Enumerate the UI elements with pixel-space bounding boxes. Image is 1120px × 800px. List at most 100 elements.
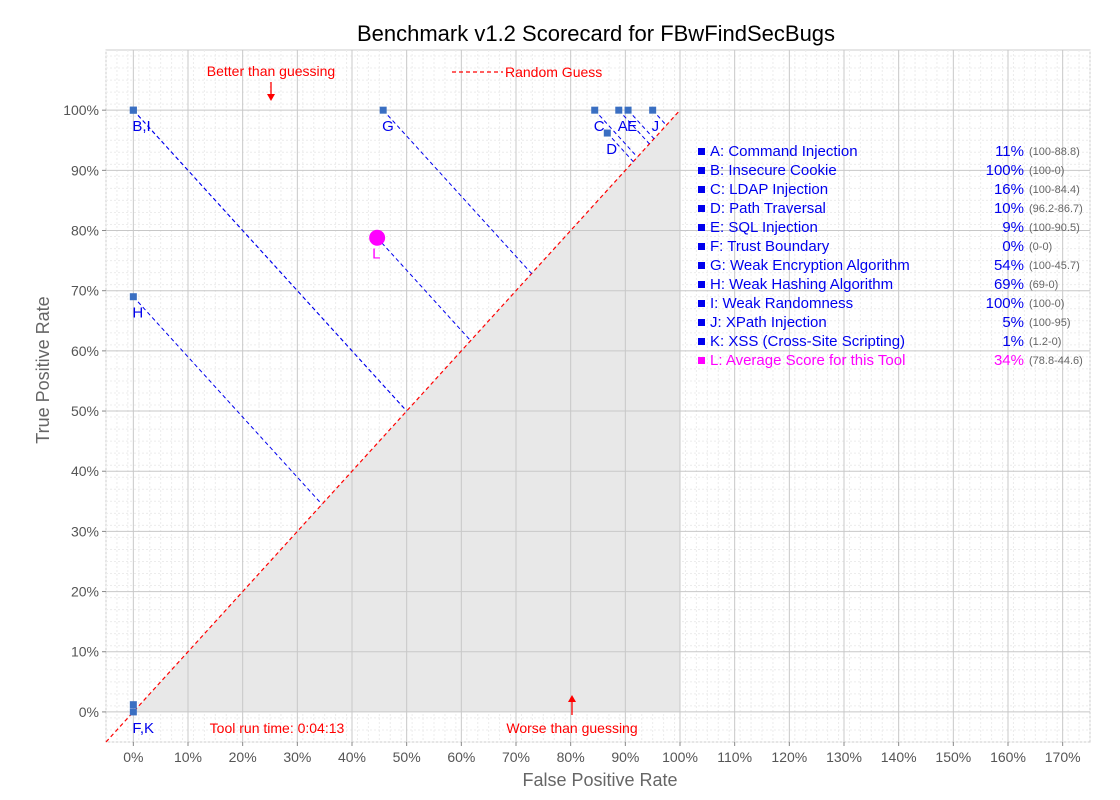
legend-label: J: XPath Injection [710,314,827,331]
legend-score: 9% [1002,219,1024,236]
point-label: G [382,118,394,135]
legend-label: F: Trust Boundary [710,238,830,255]
legend-entry: F: Trust Boundary 0% (0-0) [698,237,1118,256]
chart-title: Benchmark v1.2 Scorecard for FBwFindSecB… [357,21,835,46]
y-tick-label: 70% [71,283,99,299]
legend-entry: E: SQL Injection 9% (100-90.5) [698,218,1118,237]
legend-entry: G: Weak Encryption Algorithm 54% (100-45.7… [698,256,1118,275]
legend-range: (100-84.4) [1029,184,1080,196]
legend-range: (100-95) [1029,317,1071,329]
legend-marker-icon [698,205,705,212]
point-a [615,106,623,114]
y-tick-label: 80% [71,223,99,239]
legend-marker-icon [698,186,705,193]
legend-marker-icon [698,319,705,326]
connector-h [132,296,323,505]
connector-a [618,109,650,145]
legend-entry: K: XSS (Cross-Site Scripting) 1% (1.2-0) [698,332,1118,351]
point-g [379,106,387,114]
point-label: E [627,118,637,135]
legend-score: 54% [993,257,1024,274]
legend-label: H: Weak Hashing Algorithm [710,276,894,293]
point-label: J [652,118,660,135]
better-than-guessing-label: Better than guessing [207,63,335,79]
legend-label: I: Weak Randomness [710,295,854,312]
y-tick-label: 40% [71,463,99,479]
point-label: B,I [132,118,150,135]
x-axis-title: False Positive Rate [522,770,677,790]
average-point-label: L [372,246,380,263]
legend-score: 0% [1002,238,1024,255]
legend-label: E: SQL Injection [710,219,818,236]
connector-c [594,109,638,158]
legend-entry: J: XPath Injection 5% (100-95) [698,313,1118,332]
legend-range: (100-0) [1029,165,1065,177]
point-c [591,106,599,114]
random-guess-legend-label: Random Guess [505,64,602,80]
legend-range: (78.8-44.6) [1029,355,1083,367]
x-tick-label: 30% [283,749,311,765]
x-tick-label: 20% [229,749,257,765]
legend-marker-icon [698,281,705,288]
x-tick-label: 90% [611,749,639,765]
legend-marker-icon [698,224,705,231]
point-label: D [606,141,617,158]
legend-score: 11% [995,143,1024,160]
legend-marker-icon [698,243,705,250]
legend-marker-icon [698,167,705,174]
y-tick-label: 20% [71,584,99,600]
legend-entry: B: Insecure Cookie 100% (100-0) [698,161,1118,180]
legend-marker-icon [698,357,705,364]
x-tick-label: 0% [123,749,143,765]
legend-range: (100-45.7) [1029,260,1080,272]
legend-score: 100% [985,295,1024,312]
point-label: F,K [132,720,154,737]
legend-score: 69% [993,276,1024,293]
legend-range: (69-0) [1029,279,1059,291]
y-tick-label: 60% [71,343,99,359]
point-label: A [618,118,628,135]
major-grid [106,50,1090,742]
x-tick-label: 70% [502,749,530,765]
legend-score: 16% [993,181,1024,198]
legend-label: K: XSS (Cross-Site Scripting) [710,333,906,350]
legend-marker-icon [698,338,705,345]
y-tick-label: 50% [71,403,99,419]
point-d [603,129,611,137]
legend-marker-icon [698,262,705,269]
x-tick-label: 170% [1045,749,1081,765]
legend-range: (0-0) [1029,241,1053,253]
legend-range: (100-90.5) [1029,222,1080,234]
legend-label: A: Command Injection [710,143,858,160]
y-tick-label: 30% [71,523,99,539]
legend-range: (96.2-86.7) [1029,203,1083,215]
worse-than-guessing-label: Worse than guessing [506,720,637,736]
legend-entry: H: Weak Hashing Algorithm 69% (69-0) [698,275,1118,294]
x-tick-label: 140% [881,749,917,765]
y-tick-label: 0% [79,704,99,720]
point-i [129,106,137,114]
point-j [649,106,657,114]
y-tick-label: 90% [71,162,99,178]
worse-arrow-head [568,695,576,702]
legend-label: C: LDAP Injection [710,181,829,198]
random-guess-line [105,109,681,743]
x-tick-label: 150% [935,749,971,765]
legend-label: L: Average Score for this Tool [710,352,906,369]
x-tick-label: 110% [717,749,752,765]
point-f [129,708,137,716]
legend-range: (100-0) [1029,298,1065,310]
legend-marker-icon [698,148,705,155]
connector-i [132,109,408,412]
point-label: H [132,305,143,322]
legend: A: Command Injection 11% (100-88.8) B: Inse… [698,142,1118,382]
average-point [369,229,386,246]
better-arrow-head [267,94,275,101]
legend-entry: C: LDAP Injection 16% (100-84.4) [698,180,1118,199]
x-tick-label: 40% [338,749,366,765]
x-tick-label: 160% [990,749,1026,765]
legend-label: B: Insecure Cookie [710,162,837,179]
axis-ticks: 0% 10% 20% 30% 40% 50% 60% 70% 80% 90% 100% 110% 120… [63,102,1080,765]
x-tick-label: 80% [557,749,585,765]
